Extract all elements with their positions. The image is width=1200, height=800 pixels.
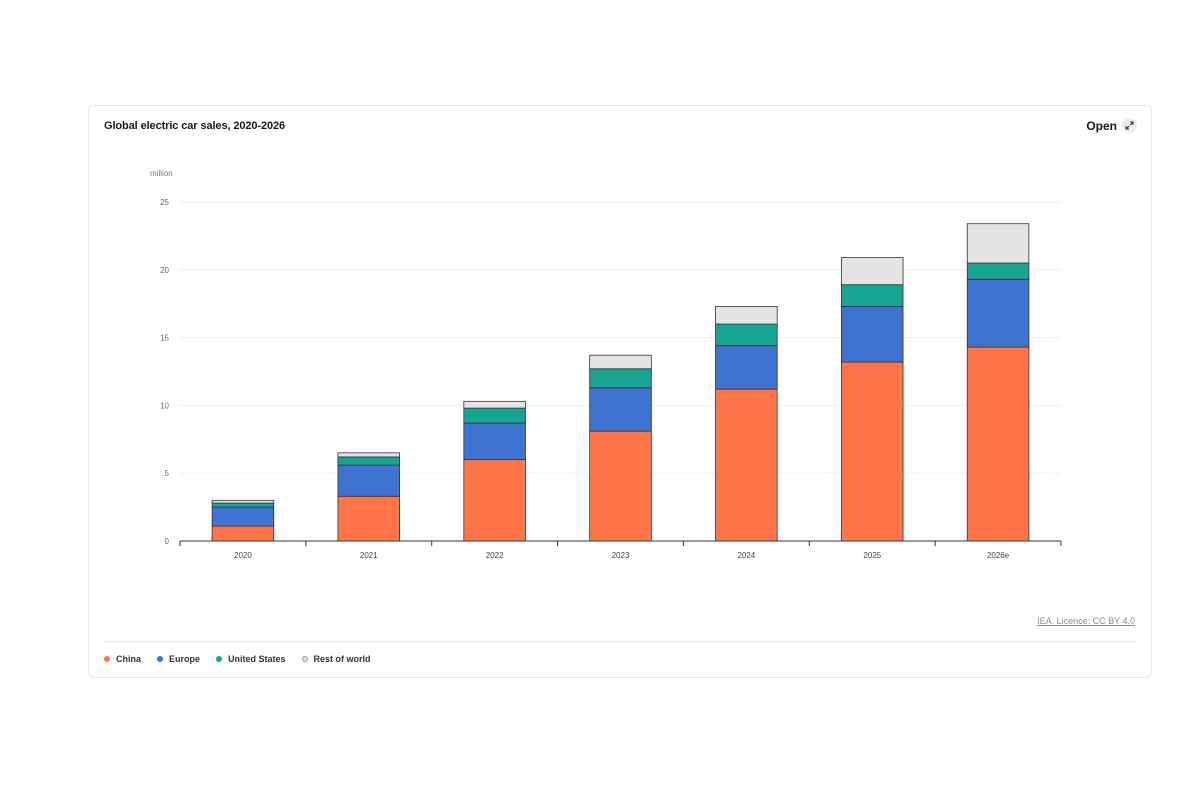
legend-dot <box>104 656 110 662</box>
y-axis-unit-label: million <box>150 169 173 178</box>
open-button[interactable]: Open <box>1086 118 1137 133</box>
y-tick-label: 10 <box>160 401 169 410</box>
bar-segment-china-2025[interactable] <box>840 361 904 542</box>
bar-segment-china-2023[interactable] <box>589 430 652 542</box>
chart-card: Global electric car sales, 2020-2026 Ope… <box>88 105 1152 678</box>
bar-segment-europe-2022[interactable] <box>463 422 526 461</box>
y-tick-label: 0 <box>165 537 170 546</box>
x-tick-label: 2020 <box>234 551 252 560</box>
bar-segment-china-2020[interactable] <box>211 525 275 542</box>
legend-label: Europe <box>169 654 201 664</box>
expand-icon <box>1122 118 1137 133</box>
bar-segment-united-states-2021[interactable] <box>337 456 401 466</box>
x-tick-label: 2023 <box>612 551 630 560</box>
bar-segment-united-states-2023[interactable] <box>589 368 652 389</box>
chart-legend: China Europe United States Rest of world <box>104 654 371 664</box>
x-tick-label: 2022 <box>486 551 504 560</box>
bar-segment-china-2022[interactable] <box>463 459 526 542</box>
bar-segment-rest-of-world-2026e[interactable] <box>966 223 1030 264</box>
bar-segment-europe-2024[interactable] <box>715 345 778 390</box>
x-tick-label: 2024 <box>737 551 755 560</box>
open-label: Open <box>1086 118 1117 133</box>
y-tick-label: 5 <box>165 469 170 478</box>
bar-segment-united-states-2026e[interactable] <box>966 262 1030 280</box>
bar-segment-europe-2020[interactable] <box>211 506 275 527</box>
bar-segment-rest-of-world-2021[interactable] <box>337 452 401 458</box>
bar-segment-europe-2025[interactable] <box>840 306 904 363</box>
legend-dot <box>157 656 164 662</box>
bar-segment-united-states-2020[interactable] <box>211 502 275 508</box>
x-tick-label: 2025 <box>863 551 881 560</box>
y-tick-label: 15 <box>160 334 169 343</box>
legend-label: United States <box>228 654 286 664</box>
legend-item-rest-of-world[interactable]: Rest of world <box>301 654 371 664</box>
bar-segment-rest-of-world-2022[interactable] <box>463 400 526 409</box>
x-tick-label: 2021 <box>360 551 378 560</box>
legend-dot <box>301 656 308 662</box>
bar-segment-rest-of-world-2024[interactable] <box>715 306 778 325</box>
bar-segment-rest-of-world-2020[interactable] <box>211 499 275 504</box>
bar-segment-rest-of-world-2025[interactable] <box>840 257 904 286</box>
bar-segment-china-2021[interactable] <box>337 495 401 542</box>
bar-segment-rest-of-world-2023[interactable] <box>589 354 652 370</box>
legend-item-europe[interactable]: Europe <box>157 654 200 664</box>
legend-label: Rest of world <box>313 654 371 664</box>
y-tick-label: 20 <box>160 266 169 275</box>
bar-segment-china-2026e[interactable] <box>966 346 1030 542</box>
legend-label: China <box>116 654 142 664</box>
chart-title: Global electric car sales, 2020-2026 <box>104 120 286 132</box>
bar-segment-europe-2023[interactable] <box>589 387 652 432</box>
x-tick-label: 2026e <box>987 551 1010 560</box>
y-tick-label: 25 <box>160 198 169 207</box>
legend-dot <box>216 656 223 662</box>
legend-divider <box>104 641 1136 642</box>
bar-segment-china-2024[interactable] <box>715 388 778 542</box>
legend-item-china[interactable]: China <box>104 654 141 664</box>
bar-segment-europe-2026e[interactable] <box>966 278 1030 348</box>
source-link[interactable]: IEA. Licence: CC BY 4.0 <box>1037 616 1135 626</box>
bar-segment-united-states-2022[interactable] <box>463 407 526 424</box>
bar-segment-united-states-2025[interactable] <box>840 284 904 307</box>
bar-segment-europe-2021[interactable] <box>337 464 401 497</box>
bar-segment-united-states-2024[interactable] <box>715 323 778 347</box>
legend-item-united-states[interactable]: United States <box>216 654 286 664</box>
